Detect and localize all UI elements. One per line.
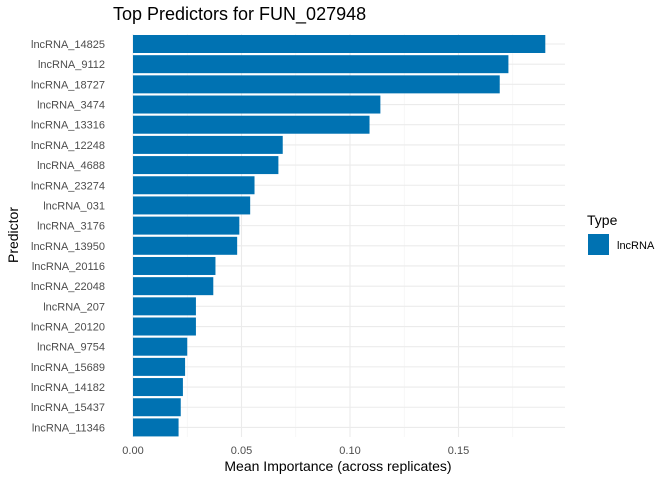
bar [133, 378, 183, 397]
bar [133, 216, 240, 235]
grid [132, 34, 565, 437]
x-tick-label: 0.00 [122, 445, 143, 457]
x-tick-labels: 0.00 0.05 0.10 0.15 [122, 445, 469, 457]
x-axis-title: Mean Importance (across replicates) [224, 458, 451, 474]
y-tick-label: lncRNA_031 [43, 200, 105, 212]
bar [133, 357, 186, 376]
y-tick-label: lncRNA_11346 [32, 422, 105, 434]
y-tick-label: lncRNA_13316 [31, 120, 105, 132]
bar [133, 317, 196, 336]
y-axis-title: Predictor [5, 207, 21, 263]
bar [133, 256, 216, 275]
bar [133, 55, 509, 74]
y-tick-label: lncRNA_13950 [31, 241, 105, 253]
y-tick-label: lncRNA_18727 [31, 79, 105, 91]
y-tick-label: lncRNA_207 [43, 301, 105, 313]
bar [133, 115, 370, 134]
x-tick-label: 0.10 [339, 445, 360, 457]
bar [133, 418, 179, 437]
y-tick-labels: lncRNA_14825 lncRNA_9112 lncRNA_18727 lncRN… [31, 39, 105, 434]
bar [133, 236, 238, 255]
bar [133, 337, 188, 356]
bar [133, 398, 181, 417]
bar [133, 196, 251, 215]
y-tick-label: lncRNA_3474 [37, 100, 105, 112]
bar [133, 277, 214, 296]
bar [133, 297, 196, 316]
y-tick-label: lncRNA_14182 [31, 382, 105, 394]
bar [133, 176, 255, 195]
bars [133, 35, 546, 437]
bar [133, 156, 279, 175]
y-tick-label: lncRNA_23274 [31, 180, 105, 192]
legend: Type lncRNA [587, 212, 655, 255]
y-tick-label: lncRNA_22048 [31, 281, 105, 293]
y-tick-label: lncRNA_20116 [32, 261, 105, 273]
bar [133, 35, 546, 53]
y-tick-label: lncRNA_4688 [37, 160, 105, 172]
bar [133, 95, 381, 114]
legend-label: lncRNA [617, 240, 655, 252]
x-tick-label: 0.15 [448, 445, 469, 457]
y-tick-label: lncRNA_15437 [31, 402, 105, 414]
bar [133, 135, 283, 154]
y-tick-label: lncRNA_9754 [37, 342, 105, 354]
x-tick-label: 0.05 [231, 445, 252, 457]
y-tick-label: lncRNA_12248 [31, 140, 105, 152]
chart-title: Top Predictors for FUN_027948 [113, 4, 366, 25]
legend-title: Type [587, 212, 618, 228]
bar [133, 75, 500, 94]
y-tick-label: lncRNA_14825 [31, 39, 105, 51]
y-tick-label: lncRNA_9112 [38, 59, 105, 71]
legend-swatch [588, 234, 609, 255]
y-tick-label: lncRNA_3176 [37, 221, 105, 233]
y-tick-label: lncRNA_20120 [31, 322, 105, 334]
y-tick-label: lncRNA_15689 [31, 362, 105, 374]
